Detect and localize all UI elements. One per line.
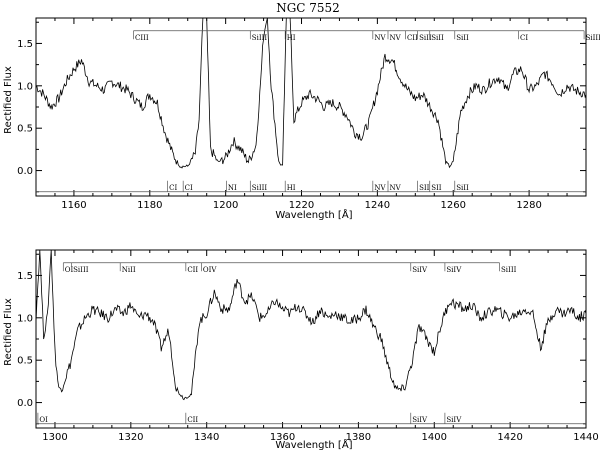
top-ion-label: SiIII <box>501 266 517 274</box>
bottom-ion-label: NI <box>228 184 237 192</box>
top-ion-label: CI <box>520 34 528 42</box>
x-tick-label: 1160 <box>61 200 86 211</box>
x-tick-label: 1220 <box>289 200 314 211</box>
x-tick-label: 1340 <box>194 432 219 443</box>
top-ion-label: SiII <box>456 34 469 42</box>
x-tick-label: 1200 <box>213 200 238 211</box>
top-ion-label: CII <box>407 34 418 42</box>
y-tick-label: 1.5 <box>17 271 33 282</box>
x-tick-label: 1260 <box>441 200 466 211</box>
top-ion-label: SiIV <box>446 266 462 274</box>
y-tick-label: 0.0 <box>17 166 33 177</box>
bottom-ion-label: CI <box>185 184 193 192</box>
y-tick-label: 1.5 <box>17 39 33 50</box>
x-tick-label: 1440 <box>573 432 598 443</box>
y-tick-label: 0.5 <box>17 356 33 367</box>
bottom-ion-label: SiII <box>456 184 469 192</box>
panel-bottom: 1300 1320 1340 1360 1380 1400 1420 1440 0.0 0.5 1.… <box>17 249 599 443</box>
bottom-ion-label: NV <box>390 184 402 192</box>
chart-title: NGC 7552 <box>276 1 340 15</box>
x-tick-label: 1360 <box>270 432 295 443</box>
bottom-ion-label: SII <box>419 184 430 192</box>
x-tick-label: 1240 <box>365 200 390 211</box>
bottom-ion-label: NV <box>374 184 386 192</box>
top-ion-label: SiII <box>419 34 432 42</box>
y-tick-label: 0.0 <box>17 398 33 409</box>
top-ion-label: NV <box>390 34 402 42</box>
y-axis-label-top: Rectified Flux <box>3 66 14 134</box>
top-ion-label: OIV <box>203 266 218 274</box>
top-ion-label: NV <box>374 34 386 42</box>
top-ion-label: CIII <box>135 34 149 42</box>
x-tick-label: 1400 <box>422 432 447 443</box>
x-tick-label: 1280 <box>516 200 541 211</box>
y-tick-label: 1.0 <box>17 81 33 92</box>
top-ion-label: SiIV <box>412 266 428 274</box>
top-ion-label: NiII <box>122 266 136 274</box>
bottom-ion-label: CII <box>187 416 198 424</box>
top-ion-label: CII <box>187 266 198 274</box>
top-ion-label: SiIII <box>586 34 600 42</box>
top-ion-label: SiII <box>431 34 444 42</box>
x-tick-label: 1300 <box>42 432 67 443</box>
top-ion-label: SiIII <box>73 266 89 274</box>
bottom-ion-label: HI <box>287 184 296 192</box>
x-axis-label-top: Wavelength [Å] <box>275 208 352 221</box>
x-tick-label: 1380 <box>346 432 371 443</box>
y-tick-label: 0.5 <box>17 124 33 135</box>
y-tick-label: 1.0 <box>17 313 33 324</box>
spectrum-line <box>35 249 587 401</box>
bottom-ion-label: CI <box>169 184 177 192</box>
bottom-ion-label: SiIII <box>252 184 268 192</box>
x-tick-label: 1320 <box>118 432 143 443</box>
top-ion-label: OI <box>65 266 74 274</box>
panel-top: 1160 1180 1200 1220 1240 1260 1280 0.0 0.5 1.0 1.5… <box>17 17 600 211</box>
x-tick-label: 1420 <box>497 432 522 443</box>
top-ion-label: HI <box>287 34 296 42</box>
x-axis-label-bottom: Wavelength [Å] <box>275 438 352 451</box>
bottom-ion-label: SiIV <box>446 416 462 424</box>
bottom-ion-label: OI <box>39 416 48 424</box>
bottom-ion-label: SiIV <box>412 416 428 424</box>
spectrum-line <box>35 17 587 169</box>
top-ion-label: SiIII <box>252 34 268 42</box>
plot-frame <box>35 249 587 429</box>
x-tick-label: 1180 <box>137 200 162 211</box>
plot-frame <box>35 17 587 197</box>
bottom-ion-label: SII <box>431 184 442 192</box>
y-axis-label-bottom: Rectified Flux <box>3 298 14 366</box>
